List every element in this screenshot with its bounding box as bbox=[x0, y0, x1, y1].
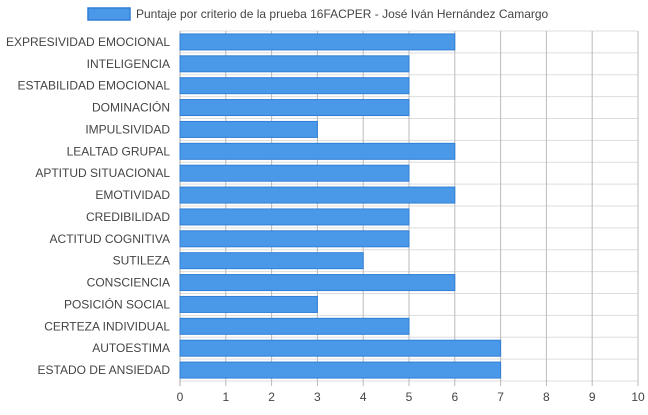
legend[interactable]: Puntaje por criterio de la prueba 16FACP… bbox=[87, 7, 549, 21]
bar[interactable] bbox=[179, 120, 318, 138]
bar[interactable] bbox=[179, 339, 502, 357]
x-tick-label: 1 bbox=[222, 390, 229, 404]
x-tick-label: 10 bbox=[631, 390, 645, 404]
x-tick-label: 7 bbox=[497, 390, 504, 404]
x-tick-label: 0 bbox=[177, 390, 184, 404]
bar[interactable] bbox=[179, 33, 456, 51]
x-tick-label: 4 bbox=[360, 390, 367, 404]
x-axis-ticks: 0 1 2 3 4 5 6 7 8 9 10 bbox=[177, 390, 645, 404]
legend-swatch[interactable] bbox=[87, 7, 131, 21]
bar[interactable] bbox=[179, 164, 410, 182]
category-label: SUTILEZA bbox=[113, 254, 170, 268]
category-label: ESTABILIDAD EMOCIONAL bbox=[18, 79, 171, 93]
category-label: ACTITUD COGNITIVA bbox=[50, 232, 170, 246]
bar[interactable] bbox=[179, 274, 456, 292]
category-label: LEALTAD GRUPAL bbox=[67, 144, 171, 158]
category-label: EMOTIVIDAD bbox=[95, 188, 170, 202]
legend-label[interactable]: Puntaje por criterio de la prueba 16FACP… bbox=[136, 7, 549, 21]
bar[interactable] bbox=[179, 208, 410, 226]
bar[interactable] bbox=[179, 317, 410, 335]
bars bbox=[179, 33, 502, 379]
category-label: APTITUD SITUACIONAL bbox=[35, 166, 170, 180]
category-label: CREDIBILIDAD bbox=[86, 210, 170, 224]
x-tick-label: 3 bbox=[314, 390, 321, 404]
bar[interactable] bbox=[179, 186, 456, 204]
category-label: POSICIÓN SOCIAL bbox=[64, 296, 170, 311]
category-label: IMPULSIVIDAD bbox=[85, 122, 170, 136]
x-tick-label: 2 bbox=[268, 390, 275, 404]
x-tick-label: 9 bbox=[589, 390, 596, 404]
category-label: CONSCIENCIA bbox=[87, 276, 170, 290]
bar[interactable] bbox=[179, 230, 410, 248]
category-labels: EXPRESIVIDAD EMOCIONAL INTELIGENCIA ESTABI… bbox=[6, 35, 170, 377]
bar[interactable] bbox=[179, 361, 502, 379]
category-label: CERTEZA INDIVIDUAL bbox=[44, 319, 170, 333]
category-label: EXPRESIVIDAD EMOCIONAL bbox=[6, 35, 170, 49]
bar[interactable] bbox=[179, 77, 410, 95]
category-label: INTELIGENCIA bbox=[87, 57, 170, 71]
category-label: AUTOESTIMA bbox=[92, 341, 170, 355]
category-label: DOMINACIÓN bbox=[92, 100, 170, 115]
category-label: ESTADO DE ANSIEDAD bbox=[38, 363, 171, 377]
x-tick-label: 8 bbox=[543, 390, 550, 404]
bar[interactable] bbox=[179, 55, 410, 73]
bar[interactable] bbox=[179, 252, 364, 270]
bar[interactable] bbox=[179, 99, 410, 117]
x-tick-label: 6 bbox=[451, 390, 458, 404]
bar[interactable] bbox=[179, 295, 318, 313]
x-tick-label: 5 bbox=[406, 390, 413, 404]
bar[interactable] bbox=[179, 142, 456, 160]
